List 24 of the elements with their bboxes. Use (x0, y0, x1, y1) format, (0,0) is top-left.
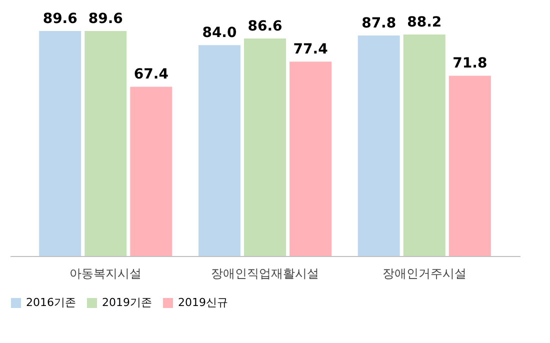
data-label: 88.2 (407, 14, 442, 31)
legend-label: 2019신규 (178, 296, 228, 309)
bar (198, 45, 240, 256)
data-label: 89.6 (88, 11, 123, 27)
x-tick-label: 아동복지시설 (70, 266, 142, 280)
bar (448, 76, 491, 256)
bar (130, 86, 172, 256)
bar (358, 36, 400, 256)
legend-label: 2019기존 (102, 296, 152, 309)
data-label: 67.4 (134, 66, 169, 83)
bar (290, 62, 332, 256)
bar (39, 31, 82, 256)
data-label: 84.0 (202, 25, 237, 42)
bar (84, 31, 127, 256)
x-tick-label: 장애인직업재활시설 (211, 266, 319, 280)
bar (244, 38, 286, 256)
data-label: 71.8 (452, 56, 488, 72)
legend-label: 2016기존 (26, 296, 76, 309)
data-label: 87.8 (362, 16, 396, 32)
data-label: 77.4 (293, 42, 328, 58)
data-label: 89.6 (42, 11, 78, 27)
data-label: 86.6 (248, 18, 282, 35)
bar (403, 34, 446, 256)
x-tick-label: 장애인거주시설 (382, 266, 466, 280)
